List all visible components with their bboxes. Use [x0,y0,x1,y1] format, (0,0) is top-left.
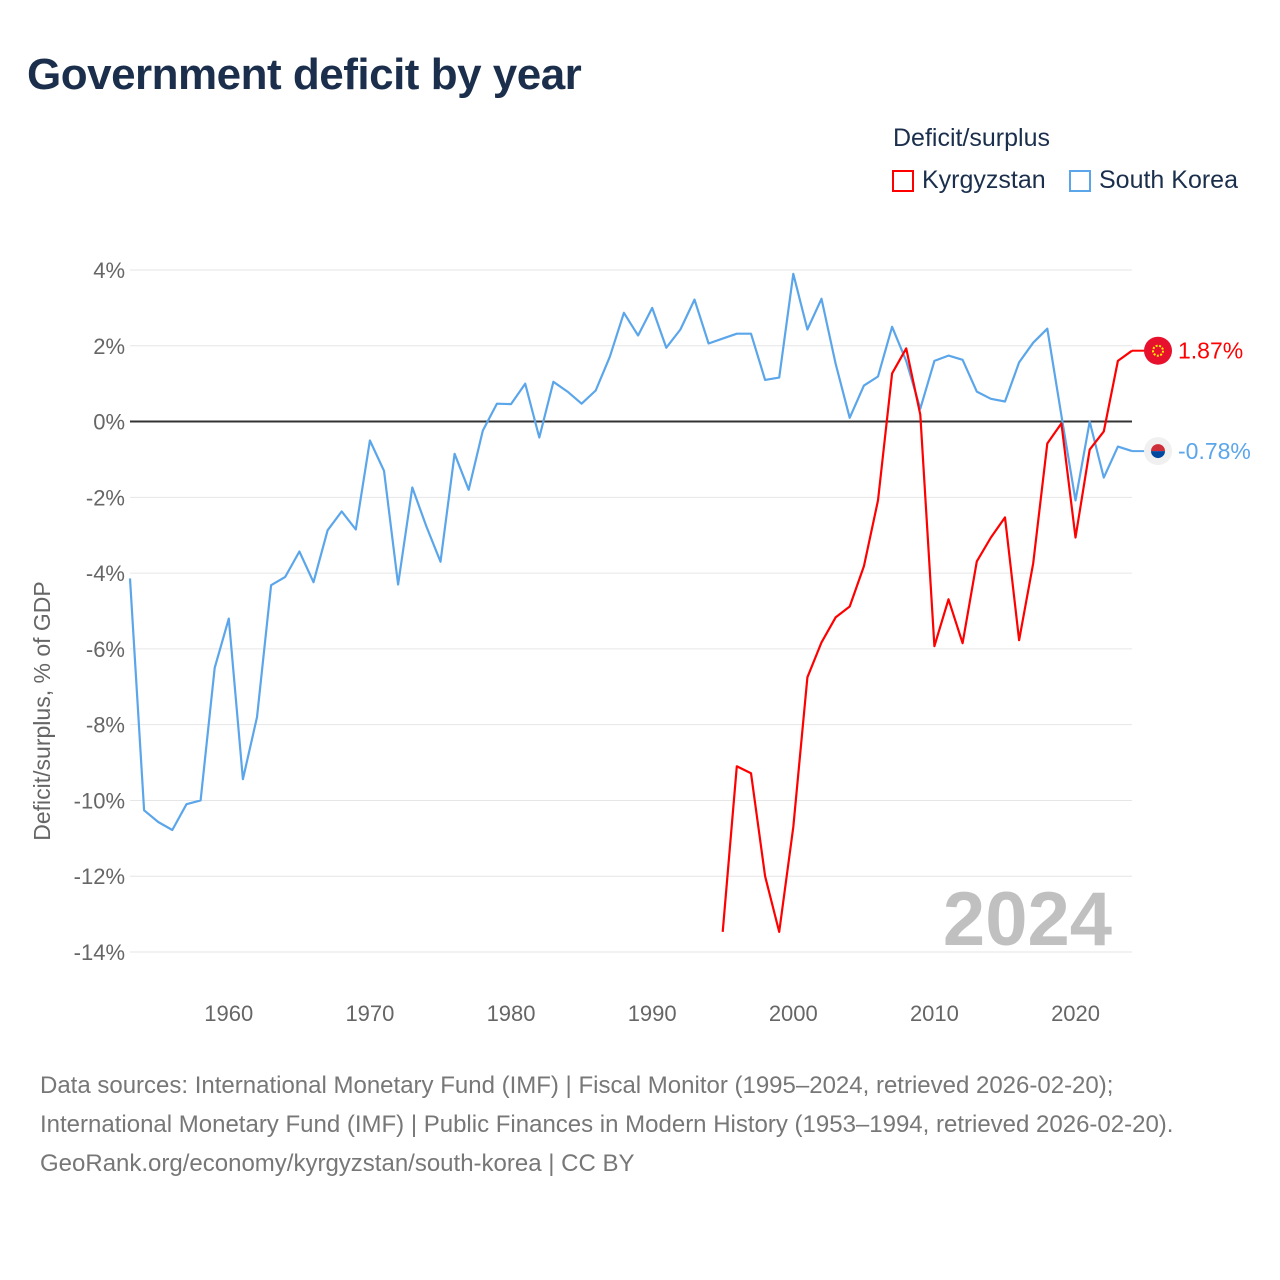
x-tick-label: 1970 [345,1001,394,1026]
x-tick-label: 2000 [769,1001,818,1026]
data-sources: Data sources: International Monetary Fun… [40,1072,1174,1138]
end-value-label: 1.87% [1178,338,1243,364]
flag-sun [1152,344,1164,357]
kyrgyzstan-flag-icon [1144,336,1172,365]
line-chart: 4% 2% 0% -2% -4% -6% -8% -10% -12% -14% 1960 1970 19… [29,258,1251,1026]
legend-label: Kyrgyzstan [922,166,1046,194]
x-tick-label: 1990 [628,1001,677,1026]
y-tick-label: -14% [74,940,125,965]
chart-title: Government deficit by year [27,50,582,99]
series-line-kyrgyzstan [721,347,1133,934]
footer: Data sources: International Monetary Fun… [40,1066,1240,1183]
source-link[interactable]: GeoRank.org/economy/kyrgyzstan/south-kor… [40,1150,635,1177]
legend-item-south-korea[interactable]: South Korea [1069,166,1238,195]
y-tick-label: -10% [74,788,125,813]
y-axis-label: Deficit/surplus, % of GDP [29,581,55,840]
y-tick-label: -6% [86,637,125,662]
y-tick-label: -2% [86,485,125,510]
legend-swatch [1069,169,1091,192]
y-tick-label: -12% [74,864,125,889]
x-tick-label: 1980 [487,1001,536,1026]
legend-title: Deficit/surplus [893,124,1050,152]
legend-item-kyrgyzstan[interactable]: Kyrgyzstan [892,166,1046,195]
flag-taegeuk-red [1151,444,1165,452]
x-tick-label: 2020 [1051,1001,1100,1026]
series-line-south-korea [128,272,1133,832]
legend-label: South Korea [1099,166,1238,194]
y-tick-label: 4% [93,258,125,283]
flag-taegeuk-blue [1151,451,1165,459]
x-tick-label: 1960 [204,1001,253,1026]
end-value-label: -0.78% [1178,438,1251,464]
y-tick-label: 2% [93,334,125,359]
x-tick-label: 2010 [910,1001,959,1026]
y-tick-label: -4% [86,561,125,586]
y-tick-label: -8% [86,713,125,738]
legend-swatch [892,169,914,192]
y-tick-label: 0% [93,410,125,435]
year-watermark: 2024 [943,877,1112,962]
